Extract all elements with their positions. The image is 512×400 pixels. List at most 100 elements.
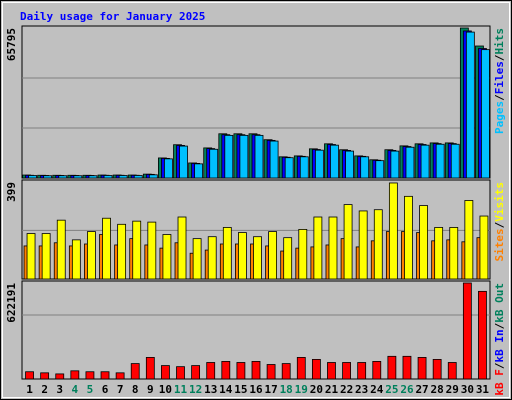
bar [177, 216, 187, 280]
bar [432, 359, 442, 380]
bar [254, 134, 264, 179]
x-tick-label: 19 [295, 383, 308, 396]
bar [145, 356, 155, 380]
bar [100, 371, 110, 380]
bar [41, 233, 51, 280]
bar [102, 217, 111, 280]
x-tick-label: 6 [102, 383, 109, 396]
bar [191, 365, 201, 380]
legend-entry: kB F [493, 369, 506, 396]
legend-entry: Visits [493, 182, 506, 222]
bar [357, 362, 367, 380]
x-tick-label: 23 [355, 383, 368, 396]
bar [221, 361, 231, 380]
legend-separator: / [493, 54, 506, 61]
x-tick-label: 22 [340, 383, 353, 396]
y-max-label: 622191 [5, 283, 18, 323]
bar [269, 140, 279, 179]
y-max-label: 399 [5, 182, 18, 202]
x-tick-label: 5 [87, 383, 94, 396]
bar [465, 31, 475, 179]
bar [284, 157, 294, 179]
bar [296, 356, 306, 380]
bar [479, 215, 489, 280]
x-tick-label: 18 [280, 383, 293, 396]
x-tick-label: 8 [132, 383, 139, 396]
bar [298, 229, 308, 280]
bar [314, 149, 324, 179]
bar [462, 282, 472, 380]
bar [148, 174, 158, 179]
x-tick-label: 29 [446, 383, 459, 396]
bar [73, 175, 83, 179]
x-tick-label: 31 [476, 383, 490, 396]
bar [373, 209, 383, 280]
x-tick-label: 9 [147, 383, 154, 396]
bar [330, 144, 339, 179]
x-tick-label: 7 [117, 383, 124, 396]
bar [417, 356, 427, 380]
bar [343, 204, 353, 280]
x-tick-label: 26 [400, 383, 414, 396]
bar [71, 239, 81, 280]
bar [207, 236, 217, 280]
legend: Pages/Files/Hits [493, 28, 506, 134]
x-tick-label: 27 [415, 383, 428, 396]
legend-separator: / [493, 322, 506, 329]
bar [405, 146, 415, 179]
x-tick-label: 1 [26, 383, 33, 396]
bar [132, 220, 142, 280]
bar [360, 156, 370, 179]
x-tick-label: 21 [325, 383, 339, 396]
bar [342, 362, 351, 380]
legend-entry: Pages [493, 101, 506, 134]
bar [26, 233, 36, 280]
bar [328, 216, 338, 280]
bar [55, 373, 65, 380]
bar [58, 175, 68, 179]
bar [43, 175, 53, 179]
x-tick-label: 28 [431, 383, 444, 396]
x-tick-label: 12 [189, 383, 202, 396]
bar [239, 134, 249, 179]
bar [70, 370, 80, 380]
x-tick-label: 11 [174, 383, 188, 396]
bar [28, 175, 37, 179]
bar [161, 365, 170, 380]
bar [420, 144, 430, 179]
bar [133, 175, 143, 179]
bar [313, 216, 323, 280]
bar [25, 371, 34, 380]
bar [192, 238, 202, 280]
bar [299, 156, 309, 179]
bar [402, 355, 412, 380]
x-tick-label: 2 [41, 383, 48, 396]
x-tick-label: 20 [310, 383, 323, 396]
bar [162, 234, 172, 280]
x-tick-label: 25 [385, 383, 398, 396]
bar [209, 148, 219, 179]
bar [268, 231, 277, 280]
bar [390, 150, 400, 179]
x-tick-label: 13 [204, 383, 217, 396]
bar [88, 175, 98, 179]
bar [434, 227, 444, 280]
bar [176, 366, 185, 380]
bar [388, 182, 398, 280]
bar [375, 160, 385, 179]
bar [194, 163, 204, 179]
bar [147, 221, 157, 280]
bar [118, 175, 128, 179]
bar [40, 372, 50, 380]
chart-title: Daily usage for January 2025 [20, 10, 205, 23]
legend-separator: / [493, 362, 506, 369]
x-tick-label: 17 [264, 383, 277, 396]
bar [224, 134, 234, 179]
bar [115, 372, 125, 380]
bar [387, 355, 397, 380]
x-tick-label: 3 [56, 383, 63, 396]
bar [478, 290, 487, 380]
legend-entry: kB Out [493, 283, 506, 323]
bar [481, 49, 490, 179]
